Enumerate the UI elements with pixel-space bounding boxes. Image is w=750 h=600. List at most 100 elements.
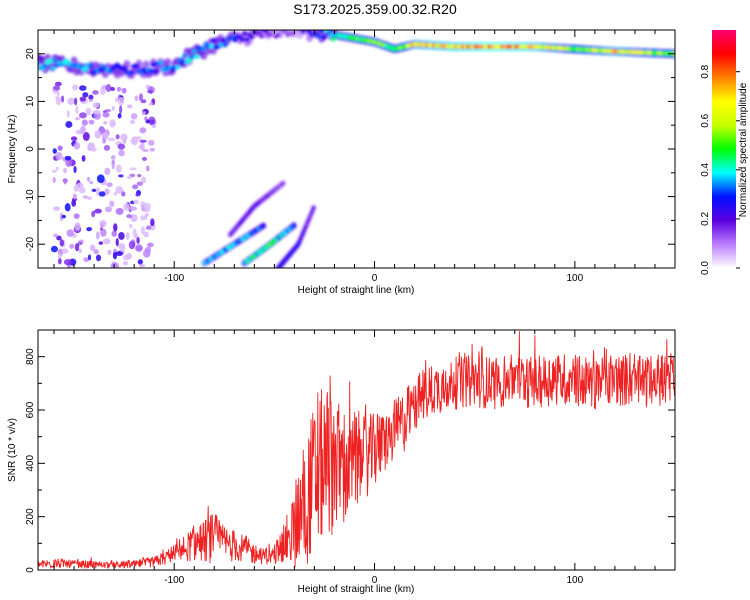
chart-title: S173.2025.359.00.32.R20 <box>293 1 457 17</box>
heatmap-cell <box>71 84 79 91</box>
heatmap-xtick-label: 0 <box>372 273 378 284</box>
heatmap-cell <box>148 69 154 74</box>
heatmap-cell <box>145 213 149 217</box>
heatmap-cell <box>80 125 86 134</box>
snr-ytick-label: 0 <box>25 567 36 573</box>
heatmap-cell <box>102 111 110 118</box>
heatmap-cell <box>129 205 135 211</box>
heatmap-cell <box>69 243 75 249</box>
heatmap-cell <box>61 95 65 103</box>
heatmap-cell <box>232 37 238 43</box>
heatmap-cell <box>300 232 305 237</box>
heatmap-cell <box>55 152 63 161</box>
snr-ylabel: SNR (10 * v/v) <box>7 418 18 482</box>
heatmap-cell <box>65 121 73 128</box>
heatmap-cell <box>150 218 155 227</box>
heatmap-ytick-label: 10 <box>25 95 36 107</box>
heatmap-cell <box>230 34 236 40</box>
heatmap-cell <box>298 25 303 29</box>
heatmap-cell <box>105 84 112 92</box>
heatmap-cell <box>189 54 195 60</box>
heatmap-cell <box>118 149 125 157</box>
heatmap-cell <box>140 215 146 221</box>
heatmap-cell <box>87 254 92 261</box>
heatmap-cell <box>66 229 75 237</box>
colorbar-tick-label: 0.4 <box>700 162 711 176</box>
heatmap-cell <box>66 110 70 118</box>
heatmap-cell <box>242 31 248 36</box>
heatmap-cell <box>112 252 118 260</box>
heatmap-ylabel: Frequency (Hz) <box>7 115 18 184</box>
heatmap-cell <box>149 119 155 124</box>
heatmap-cell <box>88 98 93 102</box>
colorbar-tick-label: 0.2 <box>700 212 711 226</box>
heatmap-cell <box>53 233 58 238</box>
heatmap-cell <box>142 148 149 153</box>
heatmap-ytick-label: -10 <box>25 189 36 204</box>
heatmap-cell <box>141 111 146 116</box>
heatmap-cell <box>78 248 82 254</box>
heatmap-cell <box>306 217 311 222</box>
heatmap-cell <box>111 106 115 111</box>
heatmap-cell <box>53 206 61 211</box>
heatmap-cell <box>78 239 85 243</box>
heatmap-cell <box>64 155 72 161</box>
heatmap-cell <box>59 239 65 247</box>
heatmap-cell <box>319 30 325 34</box>
heatmap-cell <box>186 58 192 63</box>
heatmap-cell <box>132 184 139 190</box>
heatmap-cell <box>106 182 113 188</box>
heatmap-cell <box>87 196 92 200</box>
heatmap-cell <box>54 81 62 87</box>
heatmap-cell <box>65 158 72 167</box>
heatmap-cell <box>56 235 62 241</box>
heatmap-cell <box>119 245 126 252</box>
heatmap-cell <box>89 180 93 185</box>
heatmap-cell <box>194 54 200 60</box>
heatmap-cell <box>132 228 137 238</box>
heatmap-cell <box>115 263 120 268</box>
heatmap-cell <box>305 221 310 226</box>
heatmap-cell <box>88 94 94 101</box>
heatmap-cell <box>122 66 128 71</box>
heatmap-cell <box>259 33 265 39</box>
heatmap-cell <box>126 175 133 179</box>
heatmap-cell <box>239 37 245 42</box>
heatmap-cell <box>78 187 86 194</box>
heatmap-cell <box>95 254 102 262</box>
heatmap-cell <box>101 132 109 140</box>
heatmap-cell <box>53 85 61 91</box>
heatmap-cell <box>147 89 153 94</box>
heatmap-cell <box>67 97 76 105</box>
heatmap-cell <box>134 63 140 69</box>
heatmap-cell <box>123 140 127 144</box>
heatmap-cell <box>142 60 150 70</box>
heatmap-cell <box>144 116 148 121</box>
snr-xtick-label: -100 <box>164 575 184 586</box>
heatmap-cell <box>125 232 130 240</box>
heatmap-cell <box>331 36 337 42</box>
heatmap-cell <box>308 213 313 218</box>
heatmap-cell <box>91 210 96 218</box>
heatmap-cell <box>164 58 172 68</box>
snr-xtick-label: 0 <box>372 575 378 586</box>
heatmap-cell <box>88 119 95 125</box>
snr-ytick-label: 200 <box>25 508 36 525</box>
heatmap-cell <box>141 156 148 162</box>
heatmap-cell <box>94 208 102 214</box>
snr-ytick-label: 600 <box>25 401 36 418</box>
heatmap-cell <box>118 231 125 240</box>
heatmap-cell <box>146 165 150 172</box>
heatmap-cell <box>98 191 106 197</box>
heatmap-cell <box>191 49 197 54</box>
heatmap-cell <box>88 63 94 68</box>
heatmap-cell <box>261 223 266 228</box>
heatmap-cell <box>83 257 90 262</box>
heatmap-cell <box>134 95 139 102</box>
heatmap-cell <box>137 259 143 265</box>
snr-xtick-label: 100 <box>566 575 583 586</box>
heatmap-cell <box>148 139 155 146</box>
heatmap-cell <box>145 225 152 230</box>
heatmap-cell <box>93 248 99 255</box>
